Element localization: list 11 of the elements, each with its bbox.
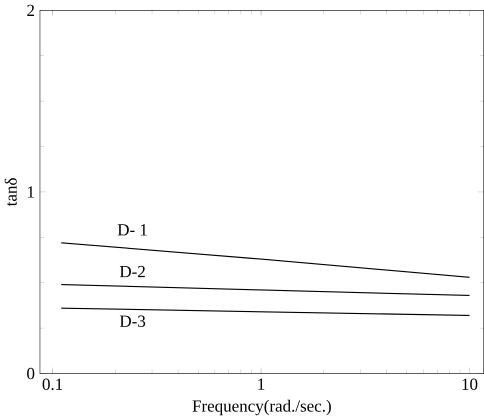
x-tick-label: 1 [258, 378, 264, 390]
y-tick-label: 1 [28, 186, 34, 198]
series-label: D-2 [120, 266, 145, 278]
y-tick-label: 0 [27, 368, 34, 380]
y-tick-label: 2 [27, 4, 34, 16]
x-axis-title: Frequency(rad./sec.) [192, 400, 331, 416]
series-label: D- 1 [118, 224, 147, 236]
x-tick-label: 0.1 [42, 378, 62, 390]
y-axis-title: tanδ [4, 178, 17, 206]
series-label: D-3 [120, 316, 146, 327]
x-tick-label: 10 [462, 378, 478, 390]
